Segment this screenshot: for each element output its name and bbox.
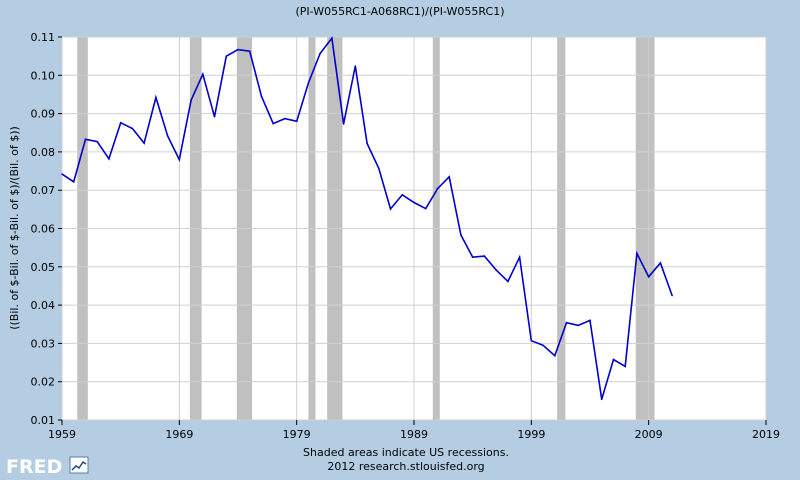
source-credit: 2012 research.stlouisfed.org <box>327 460 484 473</box>
recession-note: Shaded areas indicate US recessions. <box>303 446 509 459</box>
data-point <box>554 354 556 357</box>
data-point <box>483 255 486 257</box>
y-tick-label: 0.02 <box>31 376 56 389</box>
y-tick-label: 0.07 <box>31 184 56 197</box>
data-point <box>378 167 380 170</box>
data-point <box>460 234 462 236</box>
data-point <box>166 135 169 137</box>
y-tick-label: 0.05 <box>31 261 56 274</box>
data-point <box>389 208 392 210</box>
data-point <box>589 319 591 322</box>
data-point <box>84 138 87 141</box>
data-point <box>61 173 63 175</box>
data-point <box>319 52 321 55</box>
x-tick-label: 1999 <box>517 428 545 441</box>
y-axis: 0.01 0.02 0.03 0.04 0.05 0.06 0.07 0.08 0.09 0.10… <box>31 31 62 427</box>
x-tick-label: 1959 <box>48 428 76 441</box>
data-point <box>119 121 122 124</box>
fred-logo[interactable]: FRED <box>6 456 89 478</box>
data-point <box>495 269 497 271</box>
x-axis: 1959 1969 1979 1989 1999 2009 2019 <box>48 420 780 441</box>
y-tick-label: 0.10 <box>31 69 56 82</box>
x-tick-label: 1979 <box>283 428 311 441</box>
y-tick-label: 0.01 <box>31 414 56 427</box>
data-point <box>190 99 192 101</box>
data-point <box>647 275 650 278</box>
data-point <box>178 158 181 161</box>
data-point <box>272 122 275 125</box>
data-point <box>202 73 204 75</box>
y-tick-label: 0.09 <box>31 108 56 121</box>
data-point <box>413 201 415 204</box>
data-point <box>354 65 357 67</box>
data-point <box>131 127 134 130</box>
data-point <box>530 339 533 342</box>
fred-chart-icon <box>69 456 89 474</box>
data-point <box>295 120 298 123</box>
data-point <box>671 294 673 297</box>
series-line <box>61 36 673 401</box>
data-point <box>331 37 333 39</box>
data-point <box>307 82 310 84</box>
y-axis-label: ((Bil. of $-Bil. of $-Bil. of $)/(Bil. o… <box>8 126 21 330</box>
data-point <box>108 157 110 160</box>
y-tick-label: 0.06 <box>31 223 56 236</box>
x-tick-label: 1989 <box>400 428 428 441</box>
data-point <box>471 256 474 259</box>
data-point <box>600 398 603 401</box>
data-point <box>612 358 615 361</box>
data-point <box>260 95 263 98</box>
data-point <box>143 142 145 144</box>
data-point <box>248 50 251 52</box>
data-point <box>636 252 638 255</box>
data-point <box>448 175 451 178</box>
data-point <box>542 344 544 347</box>
data-point <box>565 321 568 324</box>
data-point <box>659 262 662 264</box>
data-point <box>577 324 580 327</box>
x-tick-label: 2009 <box>635 428 663 441</box>
data-point <box>237 48 239 51</box>
x-tick-label: 1969 <box>165 428 193 441</box>
fred-logo-text: FRED <box>6 456 62 478</box>
y-tick-label: 0.04 <box>31 299 56 312</box>
x-tick-label: 2019 <box>752 428 780 441</box>
data-point <box>518 256 521 259</box>
y-tick-label: 0.03 <box>31 337 56 350</box>
data-point <box>624 365 626 368</box>
data-point <box>96 140 98 143</box>
data-point <box>155 96 157 99</box>
data-point <box>342 123 345 125</box>
chart-title: (PI-W055RC1-A068RC1)/(PI-W055RC1) <box>296 5 505 18</box>
data-point <box>366 142 368 145</box>
data-point <box>507 280 509 283</box>
y-tick-label: 0.11 <box>31 31 56 44</box>
data-point <box>284 117 286 120</box>
data-point <box>225 55 228 57</box>
data-point <box>436 187 439 190</box>
y-tick-label: 0.08 <box>31 146 56 159</box>
data-point <box>213 115 216 118</box>
data-point <box>401 193 404 196</box>
data-point <box>72 180 75 183</box>
data-point <box>424 207 427 210</box>
